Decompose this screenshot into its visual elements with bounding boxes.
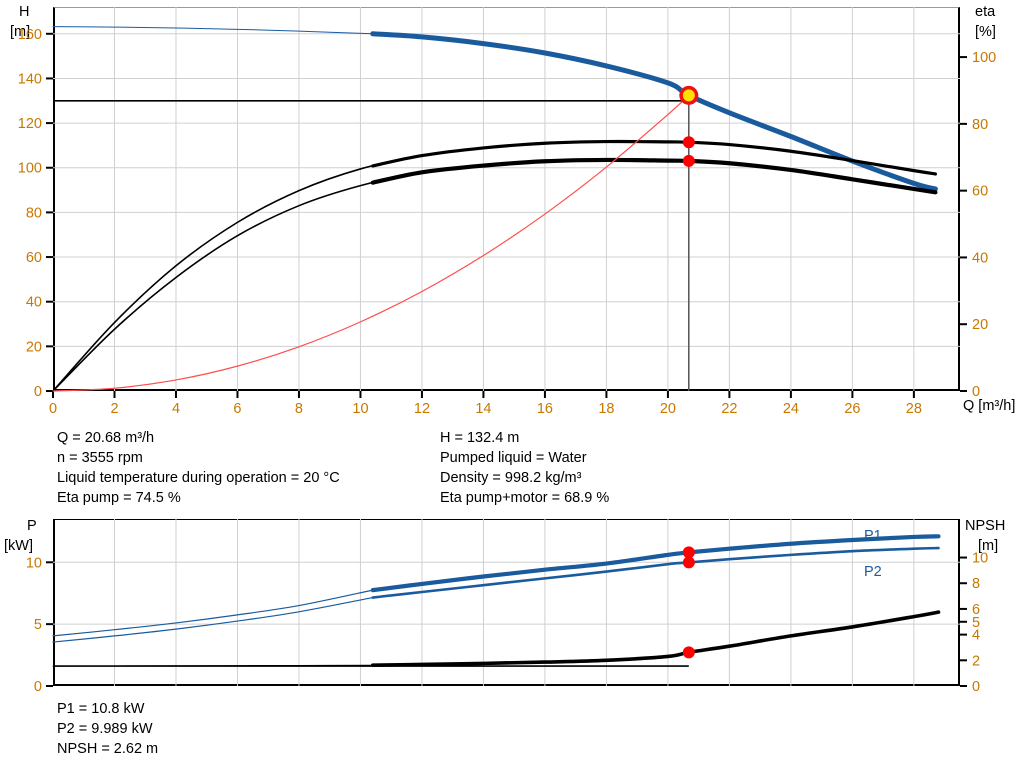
flow-tick-label: 4: [172, 401, 180, 417]
flow-tick-label: 26: [844, 401, 860, 417]
p2-curve-label: P2: [864, 564, 882, 580]
npsh-axis-title-line1: NPSH: [965, 518, 1006, 534]
npsh-tick-label: 5: [972, 615, 980, 631]
head-chart-plot-area: [53, 7, 960, 391]
curve-system-curve: [52, 94, 690, 392]
info-eta-pump-motor: Eta pump+motor = 68.9 %: [440, 490, 610, 506]
eta-pump-motor-marker: [682, 154, 695, 167]
eta-axis-title-line2: [%]: [975, 24, 996, 40]
info-h: H = 132.4 m: [440, 430, 520, 446]
head-tick-label: 20: [26, 339, 42, 355]
flow-tick-label: 14: [475, 401, 491, 417]
power-tick-label: 10: [26, 555, 42, 571]
head-tick-label: 0: [34, 384, 42, 400]
curve-npsh-thin-extension: [52, 664, 374, 667]
power-axis-title-line1: P: [27, 518, 37, 534]
curve-p2: [371, 546, 940, 599]
flow-tick-label: 6: [233, 401, 241, 417]
flow-tick-label: 10: [352, 401, 368, 417]
npsh-tick-label: 0: [972, 679, 980, 695]
curve-h-head-thin-extension: [52, 26, 374, 35]
npsh-tick-label: 8: [972, 576, 980, 592]
flow-tick-label: 20: [660, 401, 676, 417]
power-tick-label: 0: [34, 679, 42, 695]
flow-tick-label: 18: [598, 401, 614, 417]
eta-tick-label: 80: [972, 117, 988, 133]
info-block-bottom: P1 = 10.8 kW P2 = 9.989 kW NPSH = 2.62 m: [57, 699, 158, 759]
curve-p2-thin-extension: [52, 596, 374, 643]
info-npsh: NPSH = 2.62 m: [57, 741, 159, 757]
info-n: n = 3555 rpm: [57, 450, 143, 466]
flow-tick-label: 22: [721, 401, 737, 417]
npsh-tick-label: 2: [972, 653, 980, 669]
flow-tick-label: 12: [414, 401, 430, 417]
flow-axis-title: Q [m³/h]: [963, 398, 1016, 414]
info-liquid-temp: Liquid temperature during operation = 20…: [57, 470, 340, 486]
npsh-axis-title-line2: [m]: [978, 538, 999, 554]
head-tick-label: 140: [18, 71, 42, 87]
eta-pump-marker: [682, 136, 695, 149]
head-axis-title-line1: H: [19, 4, 30, 20]
flow-tick-label: 24: [783, 401, 799, 417]
curve-p1: [370, 534, 941, 593]
eta-tick-label: 20: [972, 317, 988, 333]
head-tick-label: 60: [26, 250, 42, 266]
head-axis-title-line2: [m]: [10, 24, 31, 40]
info-eta-pump: Eta pump = 74.5 %: [57, 490, 181, 506]
flow-tick-label: 28: [906, 401, 922, 417]
head-tick-label: 120: [18, 116, 42, 132]
flow-tick-label: 0: [49, 401, 57, 417]
power-chart-plot-area: [53, 519, 960, 686]
curve-eta-pump-thick-segment: [371, 139, 937, 176]
flow-tick-label: 8: [295, 401, 303, 417]
info-block-left: Q = 20.68 m³/h n = 3555 rpm Liquid tempe…: [57, 428, 340, 508]
curve-eta-pump-motor-thick-segment: [370, 157, 938, 195]
flow-tick-label: 2: [110, 401, 118, 417]
eta-axis-title-line1: eta: [975, 4, 996, 20]
duty-point-marker: [682, 89, 695, 102]
head-tick-label: 40: [26, 295, 42, 311]
info-q: Q = 20.68 m³/h: [57, 430, 155, 446]
power-tick-label: 5: [34, 617, 42, 633]
info-p2: P2 = 9.989 kW: [57, 721, 153, 737]
curve-npsh: [370, 610, 941, 667]
head-tick-label: 100: [18, 161, 42, 177]
npsh-tick-label: 4: [972, 628, 980, 644]
head-tick-label: 160: [18, 27, 42, 43]
head-tick-label: 80: [26, 205, 42, 221]
eta-tick-label: 60: [972, 184, 988, 200]
flow-tick-label: 16: [537, 401, 553, 417]
npsh-marker: [682, 646, 695, 659]
npsh-tick-label: 10: [972, 551, 988, 567]
eta-tick-label: 0: [972, 384, 980, 400]
p2-marker: [682, 556, 695, 569]
info-block-right: H = 132.4 m Pumped liquid = Water Densit…: [440, 428, 609, 508]
eta-tick-label: 40: [972, 250, 988, 266]
npsh-tick-label: 6: [972, 602, 980, 618]
eta-tick-label: 100: [972, 50, 996, 66]
info-pumped-liquid: Pumped liquid = Water: [440, 450, 587, 466]
info-density: Density = 998.2 kg/m³: [440, 470, 582, 486]
power-axis-title-line2: [kW]: [4, 538, 33, 554]
curve-p1-thin-extension: [52, 589, 374, 637]
p1-marker: [682, 546, 695, 559]
info-p1: P1 = 10.8 kW: [57, 701, 145, 717]
